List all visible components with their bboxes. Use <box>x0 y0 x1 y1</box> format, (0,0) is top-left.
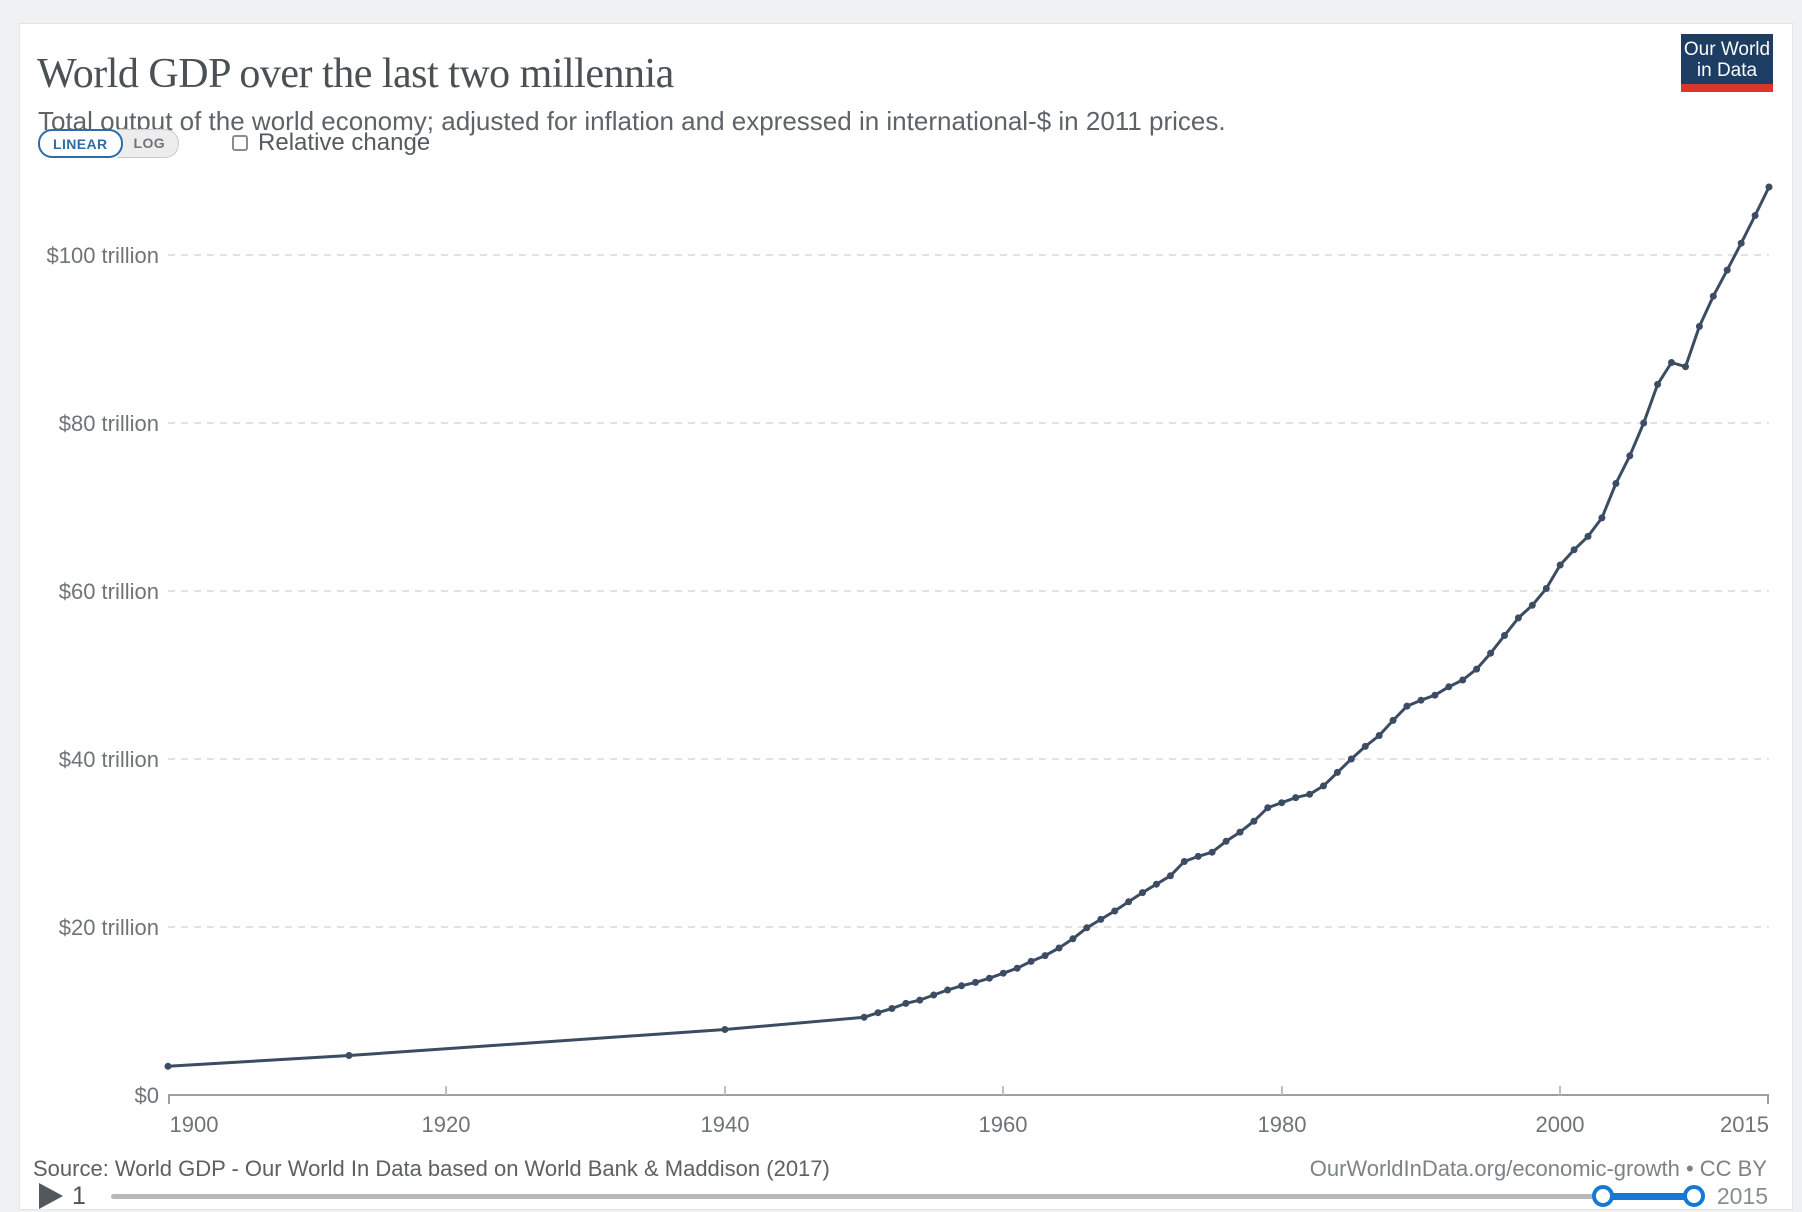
x-axis-label: 1940 <box>701 1112 750 1137</box>
owid-logo-line1: Our World <box>1683 39 1771 60</box>
timeline-track[interactable] <box>111 1194 1694 1199</box>
x-axis-label: 1960 <box>979 1112 1028 1137</box>
y-axis-label: $100 trillion <box>46 243 159 268</box>
credit-link[interactable]: OurWorldInData.org/economic-growth • CC … <box>1309 1156 1767 1181</box>
y-axis-label: $60 trillion <box>59 579 159 604</box>
source-note: Source: World GDP - Our World In Data ba… <box>33 1156 830 1181</box>
chart-controls: LINEAR LOG Relative change <box>38 128 430 158</box>
x-axis-label: 2015 <box>1720 1112 1769 1137</box>
x-axis <box>168 1086 1769 1104</box>
log-scale-button[interactable]: LOG <box>116 128 180 158</box>
timeline-handle-end[interactable] <box>1683 1185 1705 1207</box>
x-axis-label: 2000 <box>1536 1112 1585 1137</box>
timeline-handle-start[interactable] <box>1592 1185 1614 1207</box>
y-axis-label: $40 trillion <box>59 747 159 772</box>
timeline-selected-range[interactable] <box>1603 1193 1694 1200</box>
y-axis-label: $0 <box>135 1083 159 1108</box>
owid-logo-line2: in Data <box>1696 60 1758 81</box>
x-axis-label: 1920 <box>422 1112 471 1137</box>
gdp-line-series[interactable] <box>166 185 1771 1068</box>
y-axis-labels: $100 trillion $80 trillion $60 trillion … <box>46 243 159 1108</box>
owid-logo[interactable]: Our World in Data <box>1681 34 1773 92</box>
timeline-start-label: 1 <box>72 1182 86 1210</box>
x-axis-label: 1980 <box>1258 1112 1307 1137</box>
chart-card: World GDP over the last two millennia To… <box>19 23 1793 1210</box>
play-button[interactable] <box>39 1183 63 1209</box>
timeline-end-label: 2015 <box>1716 1183 1768 1209</box>
relative-change-checkbox[interactable] <box>232 135 249 151</box>
chart-subtitle: Total output of the world economy; adjus… <box>38 106 1226 136</box>
y-axis-label: $80 trillion <box>59 411 159 436</box>
relative-change-control: Relative change <box>232 129 430 157</box>
linear-scale-button[interactable]: LINEAR <box>38 128 123 158</box>
relative-change-label: Relative change <box>258 129 431 156</box>
x-axis-label: 1900 <box>170 1112 219 1137</box>
owid-logo-red-bar <box>1681 84 1773 92</box>
gdp-data-points[interactable] <box>164 183 1773 1070</box>
scale-toggle: LINEAR LOG <box>38 128 180 158</box>
y-axis-label: $20 trillion <box>59 915 159 940</box>
x-axis-labels: 1900 1920 1940 1960 1980 2000 2015 <box>170 1112 1769 1137</box>
page-title: World GDP over the last two millennia <box>37 51 674 97</box>
gdp-line-chart[interactable]: $100 trillion $80 trillion $60 trillion … <box>20 24 1794 1212</box>
y-gridlines <box>168 254 1769 928</box>
